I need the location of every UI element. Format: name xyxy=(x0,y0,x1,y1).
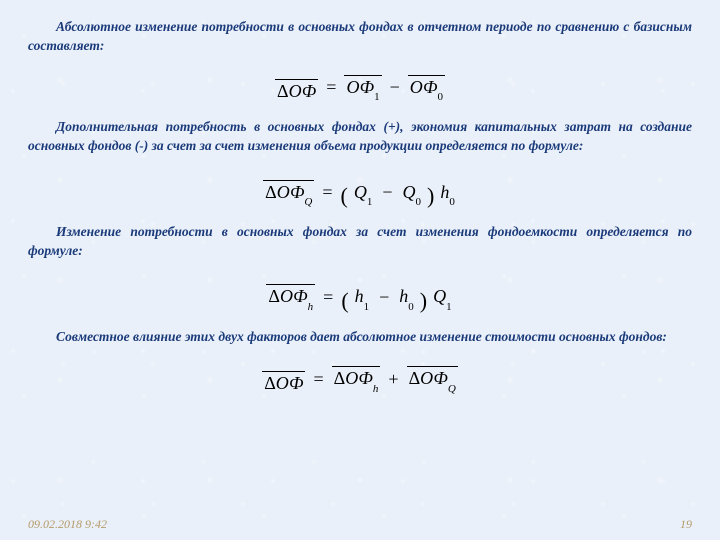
formula-1: ΔОФ = ОФ1 − ОФ0 xyxy=(28,65,692,100)
footer-page: 19 xyxy=(680,517,692,532)
term-q0: Q0 xyxy=(401,180,424,206)
block-3: Изменение потребности в основных фондах … xyxy=(28,223,692,310)
minus: − xyxy=(390,78,400,96)
term-h0b: h0 xyxy=(397,284,416,310)
term-delta-of-h: ΔОФh xyxy=(266,284,315,310)
term-h1: h1 xyxy=(353,284,372,310)
lparen: ( xyxy=(341,180,348,205)
lparen: ( xyxy=(341,285,348,310)
rparen: ) xyxy=(420,285,427,310)
paragraph-1: Абсолютное изменение потребности в основ… xyxy=(28,18,692,55)
footer-date: 09.02.2018 9:42 xyxy=(28,517,107,532)
equals: = xyxy=(322,183,332,201)
term-delta-of: ΔОФ xyxy=(275,79,318,100)
term-q1: Q1 xyxy=(352,180,375,206)
paragraph-3: Изменение потребности в основных фондах … xyxy=(28,223,692,260)
paragraph-4: Совместное влияние этих двух факторов да… xyxy=(28,328,692,347)
rparen: ) xyxy=(427,180,434,205)
formula-4: ΔОФ = ΔОФh + ΔОФQ xyxy=(28,357,692,392)
block-1: Абсолютное изменение потребности в основ… xyxy=(28,18,692,100)
minus: − xyxy=(379,288,389,306)
formula-2: ΔОФQ = ( Q1 − Q0 ) h0 xyxy=(28,166,692,206)
equals: = xyxy=(323,288,333,306)
term-of1: ОФ1 xyxy=(344,75,381,101)
block-4: Совместное влияние этих двух факторов да… xyxy=(28,328,692,392)
equals: = xyxy=(326,78,336,96)
term-delta-of-h-4: ΔОФh xyxy=(332,366,381,392)
minus: − xyxy=(382,183,392,201)
block-2: Дополнительная потребность в основных фо… xyxy=(28,118,692,205)
term-delta-of-4: ΔОФ xyxy=(262,371,305,392)
paragraph-2: Дополнительная потребность в основных фо… xyxy=(28,118,692,155)
term-delta-of-q: ΔОФQ xyxy=(263,180,314,206)
equals: = xyxy=(313,370,323,388)
term-h0: h0 xyxy=(438,180,457,206)
term-delta-of-q-4: ΔОФQ xyxy=(407,366,458,392)
term-q1b: Q1 xyxy=(431,284,454,310)
plus: + xyxy=(388,370,398,388)
formula-3: ΔОФh = ( h1 − h0 ) Q1 xyxy=(28,270,692,310)
term-of0: ОФ0 xyxy=(408,75,445,101)
slide: Абсолютное изменение потребности в основ… xyxy=(0,0,720,540)
footer: 09.02.2018 9:42 19 xyxy=(28,517,692,532)
